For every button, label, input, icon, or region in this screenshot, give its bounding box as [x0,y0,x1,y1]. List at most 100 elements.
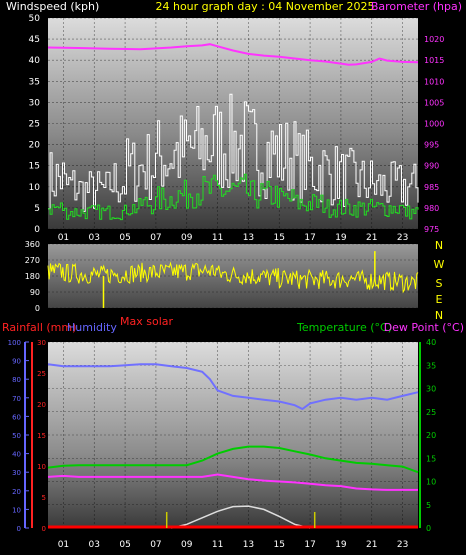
direction-tick-label: 90 [30,288,40,297]
rainfall-tick-label: 5 [42,494,46,502]
temperature-tick-label: 35 [426,361,436,370]
dew-point-legend: Dew Point (°C) [384,321,464,334]
rain-temp-x-labels: 01 03 05 07 09 11 13 15 17 19 21 23 [58,540,409,550]
rain-temp-x-tick-label: 13 [243,540,254,550]
humidity-tick-label: 100 [8,339,21,347]
windspeed-tick-label: 40 [29,56,41,66]
windspeed-title: Windspeed (kph) [6,0,99,13]
rain-temp-axes: 0 5 10 15 20 25 30 35 40 0 10 20 30 40 50 60 70 80 90 100 0 5… [8,338,437,533]
rainfall-tick-label: 20 [37,401,46,409]
barometer-tick-label: 995 [424,141,439,150]
rain-temp-x-tick-label: 21 [366,540,377,550]
temperature-line [47,445,419,474]
rain-temp-x-tick-label: 07 [150,540,161,550]
rain-temp-x-tick-label: 15 [274,540,285,550]
windspeed-tick-label: 25 [29,120,40,130]
temperature-tick-label: 5 [426,501,431,510]
compass-label: E [436,293,443,306]
barometer-line [47,43,419,66]
temperature-tick-label: 25 [426,408,436,417]
rain-temp-x-tick-label: 05 [119,540,130,550]
rain-temp-x-tick-label: 01 [58,540,69,550]
gust-trace [48,173,419,221]
windspeed-series [48,93,419,212]
humidity-line [47,363,419,411]
barometer-tick-label: 980 [424,204,439,213]
barometer-title: Barometer (hpa) [371,0,462,13]
rainfall-tick-label: 0 [42,525,46,533]
humidity-tick-label: 10 [12,506,21,514]
wind-x-tick-label: 05 [119,233,130,243]
temperature-tick-label: 0 [426,524,431,533]
rainfall-tick-label: 30 [37,339,46,347]
barometer-tick-label: 1020 [424,35,444,44]
wind-x-tick-label: 13 [243,233,254,243]
humidity-tick-label: 50 [12,432,21,440]
barometer-tick-label: 1010 [424,77,444,86]
uv-ticks [165,512,316,528]
humidity-tick-label: 90 [12,358,21,366]
compass-label: N [435,309,443,322]
temperature-tick-label: 30 [426,385,436,394]
wind-x-tick-label: 23 [397,233,408,243]
barometer-tick-label: 985 [424,183,439,192]
rainfall-tick-label: 25 [37,370,46,378]
dew-point-line [47,473,418,491]
direction-tick-label: 0 [35,304,40,313]
rain-temp-x-tick-label: 19 [335,540,347,550]
barometer-tick-label: 1000 [424,120,444,129]
max-solar-legend: Max solar [120,315,173,328]
rain-temp-x-tick-label: 09 [181,540,193,550]
temperature-tick-label: 15 [426,454,436,463]
humidity-tick-label: 40 [12,451,21,459]
temperature-tick-label: 40 [426,338,436,347]
humidity-tick-label: 80 [12,376,21,384]
rainfall-tick-label: 10 [37,463,46,471]
wind-x-tick-label: 15 [274,233,285,243]
wind-direction-line [47,261,419,294]
windspeed-tick-label: 35 [29,77,40,87]
barometer-axis-labels: 975 980 985 990 995 1000 1005 1010 1015 1020 [424,35,444,234]
rain-temp-x-tick-label: 17 [304,540,315,550]
windspeed-axis-labels: 0 5 10 15 20 25 30 35 40 45 50 [29,14,41,235]
barometer-tick-label: 1005 [424,98,444,107]
direction-tick-label: 360 [25,240,40,249]
wind-x-tick-label: 09 [181,233,193,243]
wind-x-tick-label: 01 [58,233,69,243]
rain-temp-x-tick-label: 03 [89,540,100,550]
temperature-tick-label: 10 [426,478,436,487]
direction-axis-labels: 0 90 180 270 360 [25,240,40,313]
windspeed-tick-label: 50 [29,14,41,24]
solar-curve [171,505,311,529]
humidity-tick-label: 70 [12,395,21,403]
compass-label: S [436,277,443,290]
wind-x-tick-label: 19 [335,233,347,243]
compass-label: N [435,239,443,252]
wind-x-tick-label: 07 [150,233,161,243]
humidity-tick-label: 20 [12,488,21,496]
windspeed-tick-label: 20 [29,141,41,151]
wind-panel-x-labels: 01 03 05 07 09 11 13 15 17 19 21 23 [58,233,409,243]
rain-temp-panel-grid [48,341,418,529]
temperature-legend: Temperature (°C) [296,321,392,334]
barometer-tick-label: 990 [424,162,439,171]
windspeed-tick-label: 10 [29,183,41,193]
rainfall-legend: Rainfall (mm) [2,321,76,334]
windspeed-tick-label: 0 [34,225,40,235]
graph-title: 24 hour graph day : 04 November 2025 [155,0,374,13]
wind-x-tick-label: 21 [366,233,377,243]
humidity-tick-label: 30 [12,469,21,477]
rain-temp-x-tick-label: 11 [212,540,223,550]
windspeed-trace [48,93,419,212]
compass-label: W [434,258,445,271]
windspeed-tick-label: 5 [34,204,40,214]
humidity-legend: Humidity [67,321,117,334]
wind-x-tick-label: 03 [89,233,100,243]
rain-temp-x-tick-label: 23 [397,540,408,550]
direction-tick-label: 180 [25,272,40,281]
temperature-tick-label: 20 [426,431,436,440]
barometer-tick-label: 1015 [424,56,444,65]
